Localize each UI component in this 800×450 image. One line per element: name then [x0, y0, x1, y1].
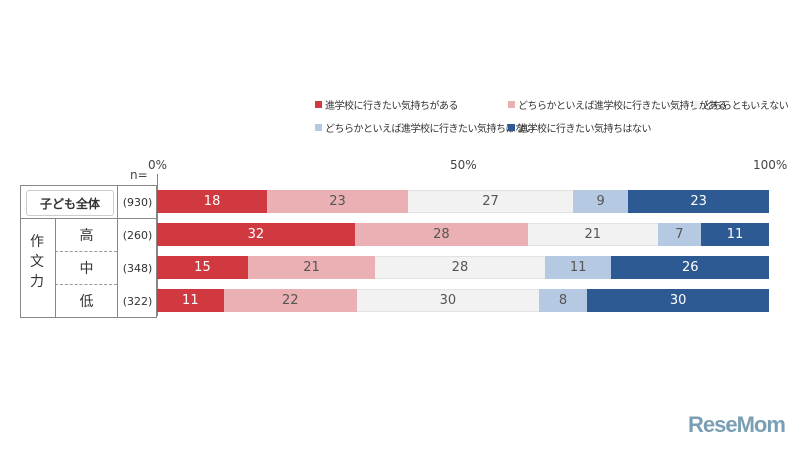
divider: [55, 284, 117, 285]
bar-segment: 30: [356, 289, 539, 312]
bar-segment: 23: [628, 190, 769, 213]
group-label: 作文力: [30, 234, 44, 290]
row-label: 中: [79, 261, 94, 277]
divider: [117, 185, 118, 318]
resemom-logo: ReseMom: [688, 412, 786, 437]
legend-item: どちらともいえない: [693, 97, 789, 112]
bar-segment: 32: [157, 223, 355, 246]
row-label: 高: [79, 228, 94, 244]
tick-100: 100%: [753, 158, 788, 172]
divider: [55, 251, 117, 252]
bar-segment: 23: [267, 190, 408, 213]
bar-segment: 11: [157, 289, 224, 312]
row-n: (322): [122, 294, 153, 308]
legend-swatch: [693, 101, 700, 108]
bar-segment: 8: [538, 289, 588, 312]
row-label: 低: [79, 294, 94, 310]
bar-segment: 9: [573, 190, 629, 213]
bar-segment: 30: [587, 289, 769, 312]
legend-item: どちらかといえば進学校に行きたい気持ちがある: [508, 97, 728, 112]
bar-segment: 22: [223, 289, 357, 312]
legend-item: どちらかといえば進学校に行きたい気持ちはない: [315, 120, 535, 135]
bar-segment: 15: [157, 256, 248, 279]
divider: [20, 218, 157, 219]
divider: [55, 218, 56, 318]
bar-segment: 18: [157, 190, 268, 213]
tick-50: 50%: [450, 158, 477, 172]
row-n: (260): [122, 228, 153, 242]
legend-label: 進学校に行きたい気持ちがある: [325, 101, 459, 112]
row-n: (348): [122, 261, 153, 275]
bar-segment: 11: [544, 256, 612, 279]
bar-segment: 28: [354, 223, 528, 246]
row-n: (930): [122, 195, 153, 209]
legend-swatch: [508, 124, 515, 131]
legend-item: 進学校に行きたい気持ちはない: [508, 120, 652, 135]
bar-segment: 7: [657, 223, 701, 246]
legend-item: 進学校に行きたい気持ちがある: [315, 97, 459, 112]
legend-label: どちらかといえば進学校に行きたい気持ちはない: [325, 124, 535, 135]
legend-swatch: [508, 101, 515, 108]
legend-swatch: [315, 101, 322, 108]
legend-swatch: [315, 124, 322, 131]
bar-segment: 26: [611, 256, 769, 279]
bar-segment: 27: [407, 190, 574, 213]
bar-segment: 21: [527, 223, 658, 246]
bar-segment: 28: [375, 256, 545, 279]
bar-segment: 11: [701, 223, 769, 246]
tick-0: 0%: [148, 158, 168, 172]
n-label: n=: [130, 168, 148, 182]
row-label-all: 子ども全体: [26, 190, 114, 216]
legend-label: どちらともいえない: [703, 101, 789, 112]
label-table: [20, 185, 157, 318]
legend-label: 進学校に行きたい気持ちはない: [518, 124, 652, 135]
bar-segment: 21: [247, 256, 376, 279]
legend-label: どちらかといえば進学校に行きたい気持ちがある: [518, 101, 728, 112]
